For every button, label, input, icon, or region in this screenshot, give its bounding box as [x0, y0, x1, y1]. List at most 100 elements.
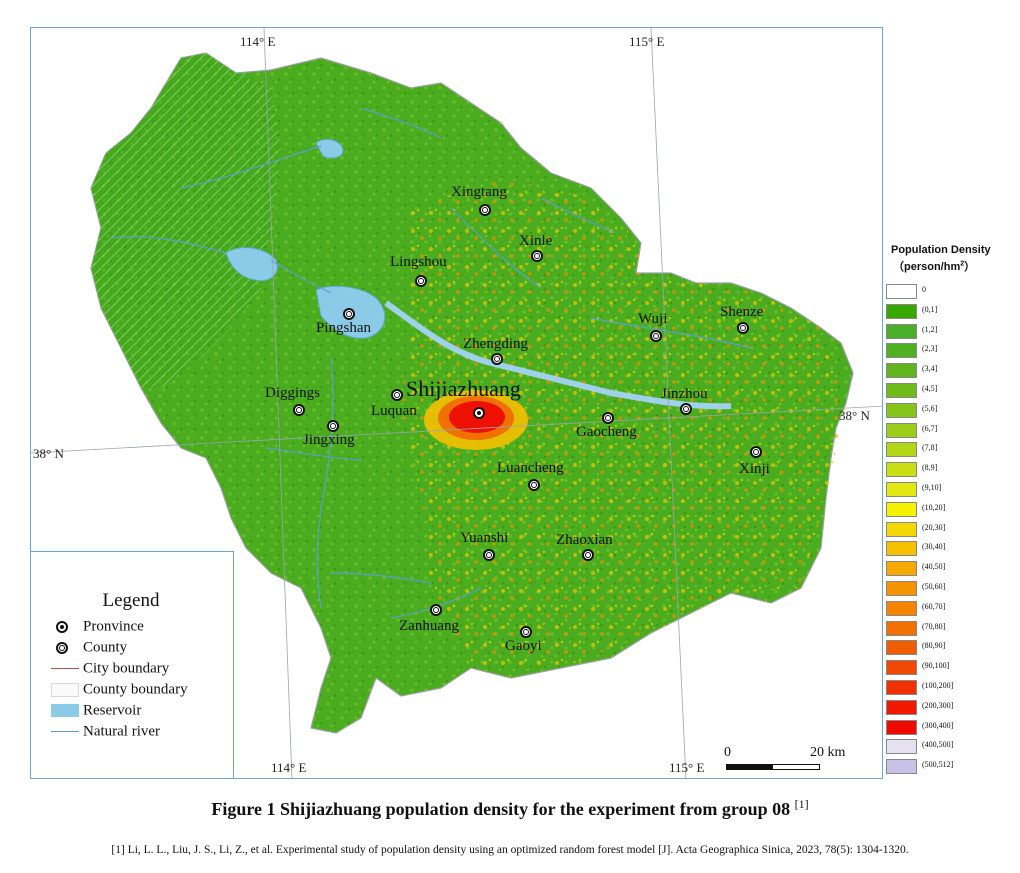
density-class-label: (5,6] [922, 403, 938, 413]
city-label-jingxing: Jingxing [303, 432, 355, 448]
density-class-label: (60,70] [922, 601, 946, 611]
scale-segment-dark [726, 764, 774, 770]
density-swatch [886, 363, 917, 379]
longitude-label-top-right: 115° E [629, 34, 665, 49]
density-swatch [886, 442, 917, 458]
density-swatch [886, 719, 917, 735]
density-swatch [886, 284, 917, 299]
density-class-label: (3,4] [922, 364, 938, 374]
figure-caption: Figure 1 Shijiazhuang population density… [211, 797, 809, 819]
county-marker-lingshou [415, 275, 427, 287]
city-boundary-line-icon [51, 662, 79, 676]
legend-title: Legend [102, 590, 160, 611]
longitude-label-bottom-right: 115° E [669, 760, 705, 775]
density-swatch [886, 699, 917, 715]
north-reservoir [315, 139, 344, 159]
scale-segment-light [772, 764, 820, 770]
county-marker-shenze [737, 322, 749, 334]
density-class-label: (400,500] [922, 740, 954, 750]
city-label-lingshou: Lingshou [390, 254, 447, 270]
legend-item-county-boundary: County boundary [51, 679, 188, 699]
hutuo-river-channel [384, 300, 732, 410]
county-marker-yuanshi [483, 549, 495, 561]
density-class-label: (40,50] [922, 562, 946, 572]
city-label-shenze: Shenze [720, 304, 764, 320]
legend-item-reservoir: Reservoir [51, 700, 141, 720]
county-marker-xinle [531, 250, 543, 262]
reservoir-swatch-icon [51, 703, 79, 718]
county-marker-gaoyi [520, 626, 532, 638]
county-marker-luquan [391, 389, 403, 401]
density-swatch [886, 402, 917, 418]
density-class-label: (90,100] [922, 661, 950, 671]
density-class-label: (200,300] [922, 700, 954, 710]
density-class-label: (0,1] [922, 304, 938, 314]
density-class-label: (80,90] [922, 641, 946, 651]
density-class-label: (2,3] [922, 344, 938, 354]
county-marker-jinzhou [680, 403, 692, 415]
density-swatch [886, 343, 917, 359]
city-label-yuanshi: Yuanshi [460, 530, 509, 546]
county-marker-jingxing [327, 420, 339, 432]
county-marker-pingshan [343, 308, 355, 320]
city-label-shijiazhuang: Shijiazhuang [406, 376, 521, 401]
density-class-label: (30,40] [922, 542, 946, 552]
density-class-label: (500,512] [922, 760, 954, 770]
western-mountain-area [91, 53, 281, 388]
density-swatch [886, 303, 917, 319]
density-legend-title: Population Density [891, 244, 991, 256]
city-label-luancheng: Luancheng [497, 460, 564, 476]
density-class-label: (6,7] [922, 423, 938, 433]
city-label-wuji: Wuji [638, 311, 668, 327]
county-marker-gaocheng [602, 412, 614, 424]
density-legend-unit: （person/hm2） [893, 260, 976, 273]
density-swatch [886, 561, 917, 577]
city-label-diggings: Diggings [265, 385, 321, 401]
density-swatch [886, 739, 917, 755]
longitude-label-top-left: 114° E [240, 34, 276, 49]
map-legend: Legend Pronvince County City boundary Co… [31, 551, 234, 778]
density-swatch [886, 600, 917, 616]
city-label-xingtang: Xingtang [451, 184, 507, 200]
density-class-label: (9,10] [922, 483, 942, 492]
latitude-label-right: 38° N [839, 408, 870, 423]
city-label-zhengding: Zhengding [463, 336, 528, 352]
density-swatch [886, 462, 917, 478]
province-marker [473, 407, 485, 419]
county-marker-xingtang [479, 204, 491, 216]
density-swatch [886, 501, 917, 517]
density-swatch [886, 759, 917, 775]
county-marker-diggings [293, 404, 305, 416]
density-swatch [886, 541, 917, 557]
county-boundary-icon [51, 682, 79, 697]
density-class-label: 0 [922, 285, 926, 294]
graticule [31, 28, 882, 778]
density-swatch [886, 581, 917, 596]
province-symbol-icon [51, 620, 79, 634]
longitude-label-bottom-left: 114° E [271, 760, 307, 775]
city-label-gaoyi: Gaoyi [505, 638, 542, 654]
density-swatch [886, 680, 917, 695]
density-class-label: (300,400] [922, 720, 954, 730]
county-marker-zhengding [491, 353, 503, 365]
county-marker-luancheng [528, 479, 540, 491]
latitude-label-left: 38° N [33, 446, 64, 461]
legend-item-county: County [51, 637, 127, 657]
legend-item-province: Pronvince [51, 616, 144, 636]
density-class-label: (7,8] [922, 443, 938, 453]
density-class-label: (100,200] [922, 681, 954, 690]
eastern-plain-settlements [401, 178, 846, 668]
city-label-pingshan: Pingshan [316, 320, 372, 336]
legend-item-natural-river: Natural river [51, 721, 160, 741]
county-marker-zanhuang [430, 604, 442, 616]
scale-end-label: 20 km [810, 745, 846, 760]
density-swatch [886, 482, 917, 497]
city-label-xinji: Xinji [739, 461, 770, 477]
density-class-label: (50,60] [922, 582, 946, 591]
city-label-xinle: Xinle [519, 233, 553, 249]
natural-rivers [110, 107, 752, 619]
density-swatch [886, 383, 917, 398]
river-line-icon [51, 725, 79, 739]
county-symbol-icon [51, 641, 79, 655]
density-swatch [886, 323, 917, 339]
